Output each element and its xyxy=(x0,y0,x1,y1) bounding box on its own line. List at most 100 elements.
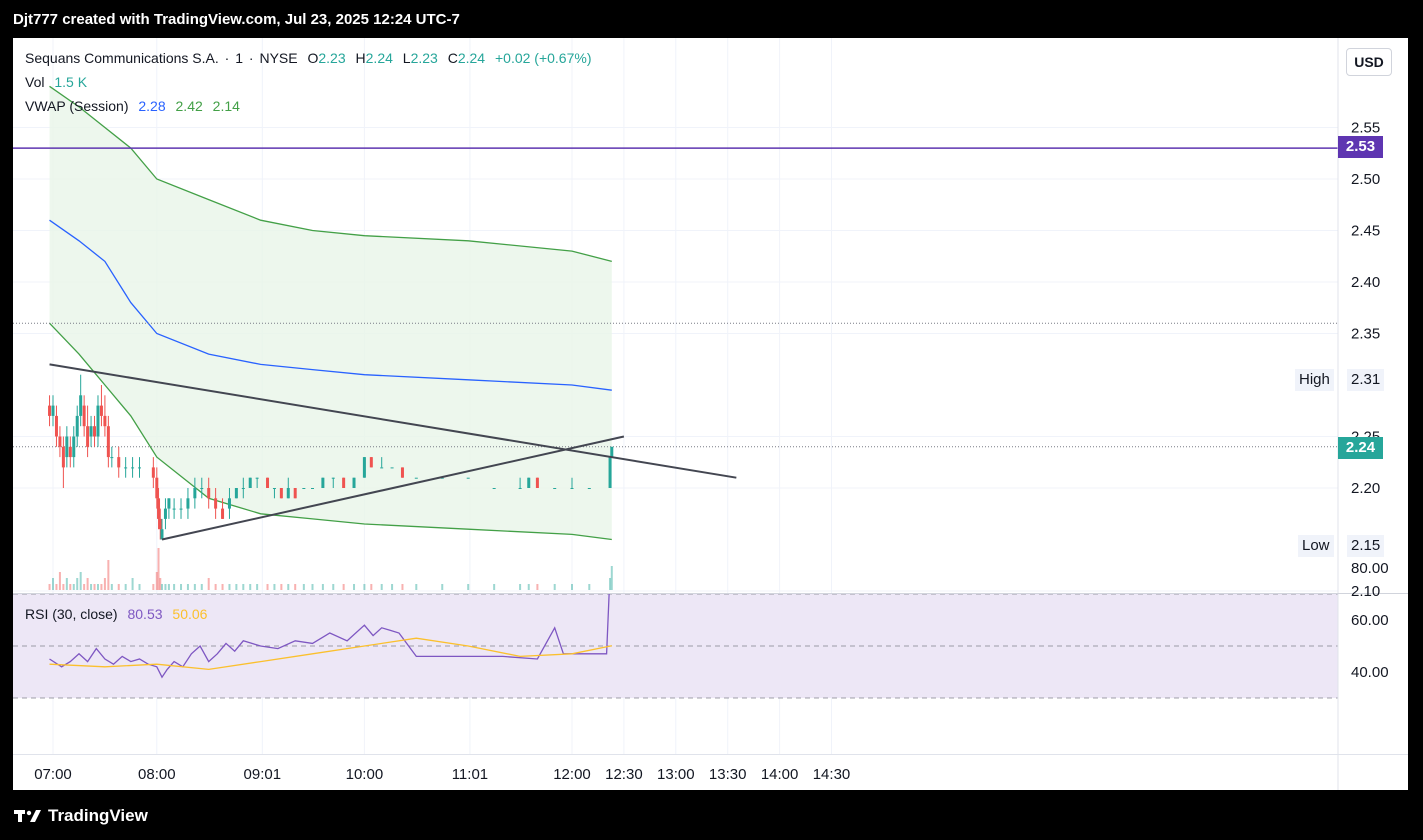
volume-bar xyxy=(200,584,203,590)
candle xyxy=(587,488,591,489)
time-tick-label: 14:30 xyxy=(813,766,851,783)
candle xyxy=(155,467,159,509)
time-tick-label: 12:00 xyxy=(553,766,591,783)
tradingview-logo-icon xyxy=(14,810,41,822)
volume-bar xyxy=(527,584,530,590)
candle-body xyxy=(518,488,522,489)
candle xyxy=(72,426,76,468)
volume-bar xyxy=(401,584,404,590)
volume-bar xyxy=(107,560,110,590)
volume-bar xyxy=(83,584,86,590)
candle xyxy=(321,477,325,488)
volume-bar xyxy=(186,584,189,590)
candle xyxy=(163,498,167,530)
tradingview-logo-text: TradingView xyxy=(48,806,148,825)
candle xyxy=(61,436,65,488)
volume-bar xyxy=(76,578,79,590)
candle xyxy=(48,395,52,427)
candle xyxy=(234,488,238,499)
candle-body xyxy=(466,477,470,479)
candle xyxy=(131,457,135,478)
volume-bar xyxy=(536,584,539,590)
candle-body xyxy=(570,488,574,489)
price-tick-label: 2.20 xyxy=(1351,480,1380,497)
volume-bar xyxy=(173,584,176,590)
purple-line-price-tag: 2.53 xyxy=(1338,136,1383,158)
candle xyxy=(255,477,259,488)
candles xyxy=(48,374,614,540)
candle xyxy=(193,477,197,509)
volume-legend[interactable]: Vol 1.5 K xyxy=(25,74,89,90)
candle xyxy=(96,395,100,447)
rsi-axis: 80.00 60.00 40.00 xyxy=(1351,560,1389,681)
candle-body xyxy=(492,488,496,489)
volume-bar xyxy=(553,584,556,590)
candle-body xyxy=(248,477,252,488)
close-label: C xyxy=(447,50,458,66)
candle-body xyxy=(75,415,79,437)
candle-body xyxy=(103,415,107,427)
volume-bar xyxy=(55,584,58,590)
volume-bar xyxy=(164,584,167,590)
chart-svg[interactable]: 2.552.502.452.402.352.252.202.10 80.0060… xyxy=(13,38,1408,790)
volume-bar xyxy=(519,584,522,590)
candle xyxy=(518,477,522,489)
candle xyxy=(65,426,69,468)
volume-bar xyxy=(609,578,612,590)
volume-bar xyxy=(207,578,210,590)
volume-bar xyxy=(467,584,470,590)
rsi-legend[interactable]: RSI (30, close) 80.53 50.06 xyxy=(25,606,209,622)
vwap-legend[interactable]: VWAP (Session) 2.28 2.42 2.14 xyxy=(25,98,242,114)
candle-body xyxy=(99,405,103,416)
candle-body xyxy=(68,446,72,458)
rsi-tick-label: 40.00 xyxy=(1351,664,1389,681)
symbol-name: Sequans Communications S.A. xyxy=(25,50,219,66)
candle xyxy=(362,457,366,478)
high-marker-value: 2.31 xyxy=(1347,369,1385,391)
vwap-lower-value: 2.14 xyxy=(212,98,240,114)
candle-body xyxy=(151,467,155,478)
volume-bar xyxy=(311,584,314,590)
interval: 1 xyxy=(235,50,244,66)
candle-body xyxy=(163,508,167,519)
vwap-label: VWAP (Session) xyxy=(25,98,129,114)
volume-bar xyxy=(79,572,82,590)
candle-body xyxy=(380,467,384,469)
chart-area[interactable]: 2.552.502.452.402.352.252.202.10 80.0060… xyxy=(13,38,1408,790)
candle-body xyxy=(179,508,183,510)
candle xyxy=(492,488,496,489)
candle xyxy=(266,477,270,488)
high-value: 2.24 xyxy=(365,50,393,66)
low-marker-value: 2.15 xyxy=(1347,535,1385,557)
candle-body xyxy=(266,477,270,488)
candle-body xyxy=(214,498,218,509)
candle-body xyxy=(82,405,86,427)
tradingview-logo[interactable]: TradingView xyxy=(14,806,148,826)
candle-body xyxy=(311,488,314,489)
candle xyxy=(293,488,297,499)
candle-body xyxy=(227,498,231,509)
volume-bar xyxy=(287,584,290,590)
candle-body xyxy=(58,436,62,447)
candle xyxy=(103,395,107,437)
currency-button[interactable]: USD xyxy=(1346,48,1392,76)
candle xyxy=(369,457,373,468)
candle xyxy=(241,477,245,499)
vwap-value: 2.28 xyxy=(138,98,166,114)
candle xyxy=(54,405,58,447)
descending-trendline xyxy=(49,363,737,479)
candle-body xyxy=(400,467,404,478)
symbol-legend[interactable]: Sequans Communications S.A. · 1 · NYSE O… xyxy=(25,50,594,66)
volume-bar xyxy=(117,584,120,590)
candle-body xyxy=(440,477,444,479)
candle-body xyxy=(79,395,83,416)
candle-body xyxy=(342,477,346,488)
volume-bar xyxy=(131,578,134,590)
candle xyxy=(124,457,128,478)
candle-body xyxy=(553,488,557,489)
volume-bar xyxy=(93,584,96,590)
candle-body xyxy=(117,457,121,468)
price-tick-label: 2.55 xyxy=(1351,120,1380,137)
candle-body xyxy=(54,415,58,437)
volume-bar xyxy=(302,584,305,590)
